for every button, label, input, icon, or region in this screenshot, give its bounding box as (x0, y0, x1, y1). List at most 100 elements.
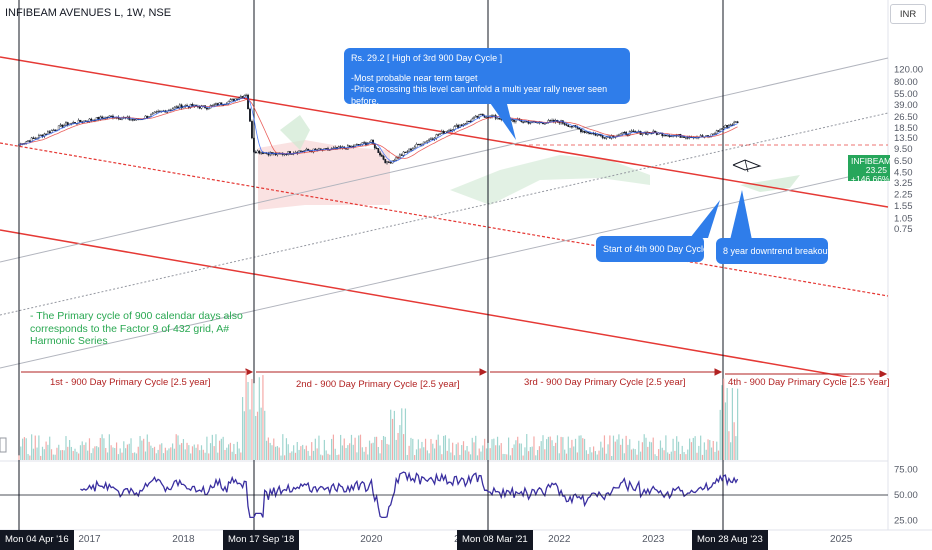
candle-body (211, 104, 214, 107)
candle-body (485, 116, 488, 119)
volume-bar (625, 435, 627, 460)
volume-bar (728, 431, 730, 460)
volume-bar (235, 454, 237, 460)
volume-bar (74, 448, 76, 460)
volume-bar (132, 452, 134, 460)
candle-body (480, 113, 482, 116)
volume-bar (72, 451, 74, 460)
candle-body (153, 111, 156, 114)
volume-bar (737, 388, 739, 460)
volume-bar (352, 444, 354, 460)
start-cycle-callout[interactable]: Start of 4th 900 Day Cycle (596, 236, 708, 262)
volume-bar (161, 443, 163, 460)
volume-bar (377, 446, 379, 460)
volume-bar (321, 455, 324, 460)
volume-bar (643, 434, 645, 460)
candle-body (464, 123, 467, 125)
candle-body (232, 98, 235, 101)
volume-bar (307, 450, 309, 460)
volume-bar (361, 447, 363, 460)
volume-bar (359, 434, 362, 460)
candle-body (460, 124, 463, 126)
volume-bar (256, 411, 259, 460)
candle-body (404, 151, 407, 153)
candle-body (45, 133, 48, 135)
time-tick-label: 2017 (78, 534, 101, 545)
volume-bar (291, 451, 293, 460)
volume-bar (65, 436, 67, 460)
volume-bar (363, 451, 365, 460)
cycle-label-2: 2nd - 900 Day Primary Cycle [2.5 year] (294, 379, 462, 390)
candle-body (422, 141, 425, 145)
volume-bar (296, 442, 298, 460)
volume-bar (690, 442, 693, 460)
volume-bar (197, 444, 199, 460)
volume-bar (735, 436, 737, 460)
candle-body (664, 134, 667, 137)
volume-bar (168, 448, 170, 460)
candle-body (350, 145, 353, 148)
volume-bar (609, 435, 611, 460)
volume-bar (293, 445, 295, 460)
rsi-axis: 75.00 50.00 25.00 (894, 465, 918, 527)
ichimoku-cloud-green (450, 155, 650, 205)
volume-bar (312, 450, 315, 460)
volume-bar (191, 446, 194, 460)
volume-bar (370, 443, 372, 460)
volume-bar (689, 438, 691, 460)
volume-bar (716, 441, 718, 460)
candle-body (596, 134, 599, 136)
volume-bar (249, 409, 251, 460)
downtrend-mid-line (0, 142, 889, 297)
candle-body (173, 107, 176, 110)
candle-body (247, 94, 249, 110)
volume-bar (20, 446, 22, 460)
cycle-date-2: Mon 17 Sep '18 (223, 530, 300, 550)
volume-bar (533, 436, 535, 460)
volume-bar (721, 385, 723, 460)
volume-bar (41, 446, 44, 460)
volume-bar (703, 442, 705, 460)
volume-bar (661, 447, 663, 460)
triangle-pattern-leg (744, 159, 749, 173)
price-tag-price: 23.25 (865, 165, 887, 175)
candle-body (258, 150, 261, 154)
volume-bar (349, 443, 351, 460)
start-pointer (690, 200, 720, 238)
candle-body (630, 130, 633, 132)
volume-bar (34, 435, 36, 460)
currency-button[interactable]: INR (890, 4, 926, 24)
candle-body (580, 129, 582, 133)
candle-body (685, 137, 687, 139)
volume-bar (692, 437, 694, 460)
candle-body (569, 126, 572, 128)
breakout-callout[interactable]: 8 year downtrend breakout (716, 238, 830, 264)
volume-bar (459, 454, 461, 460)
candle-body (428, 138, 431, 141)
volume-bar (603, 435, 606, 460)
volume-bar (538, 446, 540, 460)
time-tick-label: 2020 (360, 534, 383, 545)
volume-bar (424, 438, 427, 460)
candle-body (455, 125, 458, 127)
volume-bar (437, 434, 439, 460)
volume-bar (175, 434, 177, 460)
volume-bar (63, 450, 65, 460)
candle-body (625, 132, 628, 135)
volume-bar (265, 440, 268, 460)
volume-bar (652, 437, 654, 460)
volume-bar (683, 452, 685, 460)
volume-bar (88, 438, 91, 460)
volume-bar (399, 425, 401, 460)
volume-bar (448, 438, 450, 460)
volume-bar (274, 446, 277, 460)
candle-body (200, 105, 203, 109)
volume-bar (126, 444, 129, 460)
target-callout[interactable]: Rs. 29.2 [ High of 3rd 900 Day Cycle ] -… (344, 48, 630, 106)
volume-bar (605, 453, 607, 460)
volume-bar (43, 449, 45, 460)
price-tick-label: 0.75 (894, 224, 913, 235)
candle-body (435, 134, 438, 139)
time-tick-label: 2022 (548, 534, 571, 545)
